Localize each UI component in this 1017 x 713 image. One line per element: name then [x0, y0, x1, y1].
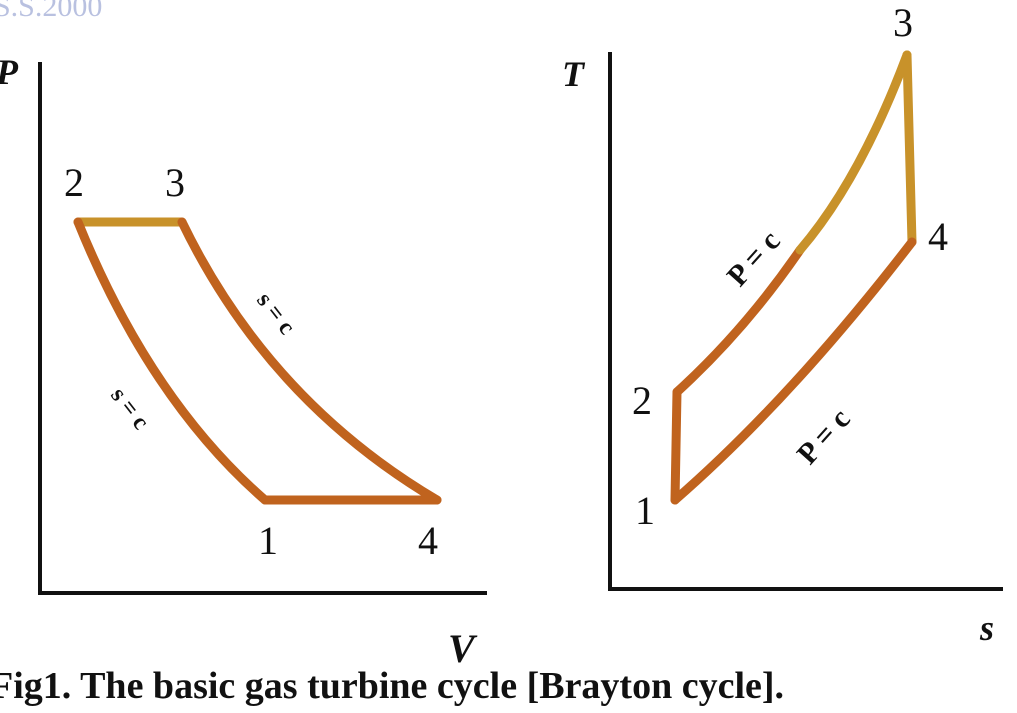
- pv-point-3-label: 3: [165, 160, 185, 205]
- ts-y-axis-label: T: [562, 54, 586, 94]
- ts-process-1-2: [670, 387, 682, 505]
- pv-axes: [38, 62, 487, 595]
- pv-diagram: P V 2 3 1 4 s = c s = c: [0, 52, 487, 671]
- pv-x-axis-label: V: [448, 626, 478, 671]
- ts-process-3-4: [902, 50, 917, 247]
- ts-axes: [608, 52, 1003, 591]
- ts-x-axis-label: s: [979, 608, 994, 648]
- ts-point-2-label: 2: [632, 378, 652, 423]
- pv-point-2-label: 2: [64, 160, 84, 205]
- pv-point-4-label: 4: [418, 518, 438, 563]
- ts-point-4-label: 4: [928, 214, 948, 259]
- pv-expansion-label: s = c: [251, 288, 300, 340]
- ts-point-3-label: 3: [893, 0, 913, 45]
- ts-process-2-3-upper: [795, 50, 912, 255]
- pv-process-1-2: [73, 217, 270, 505]
- watermark: S.S.2000: [0, 0, 103, 23]
- pv-y-axis-label: P: [0, 52, 19, 92]
- pv-compression-label: s = c: [105, 383, 154, 435]
- ts-process-2-3-lower: [672, 245, 805, 397]
- ts-point-1-label: 1: [635, 488, 655, 533]
- ts-process-4-1: [670, 237, 917, 505]
- ts-diagram: T s 3 4 2 1 P = c P = c: [562, 0, 1003, 648]
- pv-point-1-label: 1: [258, 518, 278, 563]
- figure-caption: Fig1. The basic gas turbine cycle [Brayt…: [0, 665, 785, 707]
- ts-heat-rejection-label: P = c: [791, 402, 857, 470]
- pv-process-3-4: [177, 217, 442, 505]
